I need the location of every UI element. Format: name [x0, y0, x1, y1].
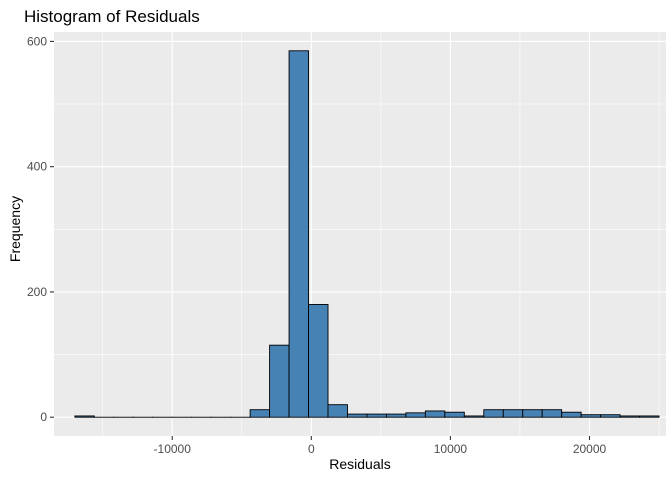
axes: -10000 0 10000 20000 0 200 400 600: [27, 34, 607, 456]
histogram-bar: [600, 414, 621, 418]
chart-title: Histogram of Residuals: [24, 7, 200, 26]
histogram-bar: [74, 415, 95, 418]
y-tick-label: 600: [27, 34, 47, 48]
histogram-bar: [561, 411, 582, 418]
x-tick-label: 0: [308, 442, 315, 456]
x-axis-label: Residuals: [329, 456, 391, 472]
histogram-bar: [385, 413, 407, 418]
histogram-bar: [405, 412, 426, 418]
histogram-bar: [483, 409, 504, 418]
y-tick-label: 400: [27, 160, 47, 174]
histogram-bar: [269, 344, 290, 418]
histogram-bar: [249, 409, 271, 418]
histogram-bar: [424, 410, 446, 418]
histogram-bar: [522, 409, 543, 418]
histogram-bar: [639, 415, 660, 418]
histogram-bar: [327, 404, 348, 418]
x-tick-label: 10000: [434, 442, 468, 456]
histogram-bar: [308, 304, 329, 418]
histogram-bar: [463, 415, 485, 418]
x-tick-label: -10000: [154, 442, 192, 456]
x-tick-label: 20000: [573, 442, 607, 456]
histogram-bars: [74, 50, 660, 418]
histogram-bar: [444, 411, 465, 418]
histogram-bar: [619, 415, 641, 418]
y-axis-label: Frequency: [7, 195, 23, 263]
y-tick-label: 0: [40, 410, 47, 424]
histogram-bar: [541, 409, 563, 418]
plot-panel: [54, 32, 666, 436]
histogram-bar: [502, 409, 524, 418]
histogram-bar: [366, 413, 387, 418]
y-tick-label: 200: [27, 285, 47, 299]
histogram-bar: [288, 50, 309, 418]
histogram-bar: [580, 414, 602, 418]
panel-background: [54, 32, 666, 436]
histogram-bar: [347, 413, 368, 418]
